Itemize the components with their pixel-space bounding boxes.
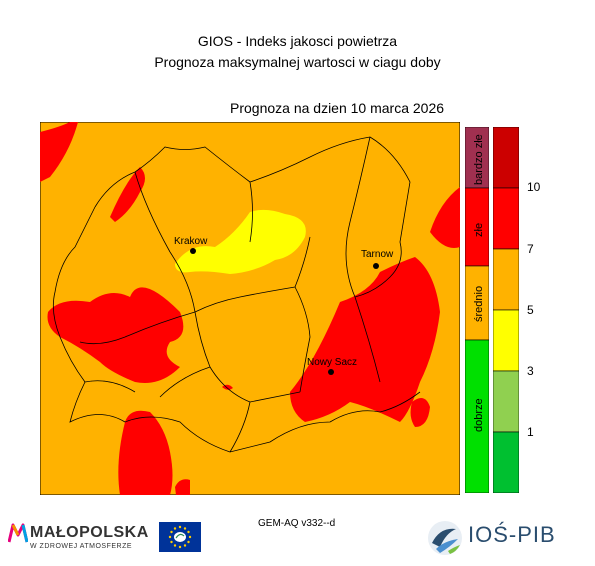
scale-3-5 bbox=[493, 309, 519, 372]
scale-1-3 bbox=[493, 370, 519, 433]
tick-5: 5 bbox=[527, 303, 534, 317]
category-label-very-bad: bardzo złe bbox=[473, 134, 485, 185]
city-marker-nowy-sacz bbox=[328, 369, 334, 375]
category-moderate-swatch bbox=[465, 265, 489, 341]
city-label-tarnow: Tarnow bbox=[361, 249, 394, 260]
category-good-swatch bbox=[465, 339, 489, 493]
red-zone-south bbox=[118, 410, 173, 495]
ios-pib-text: IOŚ-PIB bbox=[468, 522, 556, 547]
scale-7-10 bbox=[493, 187, 519, 250]
red-zone-east bbox=[410, 398, 430, 427]
red-zone-west bbox=[47, 287, 184, 383]
category-label-bad: złe bbox=[473, 223, 485, 237]
category-legend: bardzo złe złe średnio dobrze bbox=[465, 127, 489, 493]
ios-pib-logo-icon bbox=[428, 521, 462, 555]
value-scale-legend bbox=[493, 127, 519, 493]
category-label-moderate: średnio bbox=[473, 286, 485, 322]
forecast-date: Prognoza na dzien 10 marca 2026 bbox=[230, 100, 445, 116]
red-zone-southeast bbox=[290, 257, 440, 422]
forecast-map: Krakow Tarnow Nowy Sacz bbox=[40, 122, 460, 495]
malopolska-logo-icon bbox=[8, 523, 28, 543]
category-label-good: dobrze bbox=[473, 398, 485, 432]
red-zone-north bbox=[110, 167, 145, 222]
tick-1: 1 bbox=[527, 425, 534, 439]
map-subtitle: Prognoza maksymalnej wartosci w ciagu do… bbox=[154, 54, 441, 70]
tick-10: 10 bbox=[527, 180, 541, 194]
city-label-nowy-sacz: Nowy Sacz bbox=[307, 357, 357, 368]
category-bad-swatch bbox=[465, 187, 489, 267]
red-zone-northwest bbox=[40, 122, 78, 182]
scale-5-7 bbox=[493, 248, 519, 311]
scale-10-plus bbox=[493, 127, 519, 189]
city-marker-krakow bbox=[190, 248, 196, 254]
city-label-krakow: Krakow bbox=[174, 236, 208, 247]
tick-3: 3 bbox=[527, 364, 534, 378]
yellow-zone-krakow bbox=[175, 209, 306, 274]
model-version: GEM-AQ v332--d bbox=[258, 518, 336, 529]
scale-0-1 bbox=[493, 431, 519, 493]
malopolska-text: MAŁOPOLSKA bbox=[30, 524, 149, 541]
district-boundaries bbox=[52, 136, 421, 453]
tick-7: 7 bbox=[527, 242, 534, 256]
red-zone-northeast bbox=[430, 187, 460, 248]
city-marker-tarnow bbox=[373, 263, 379, 269]
red-zone-south-small bbox=[175, 479, 190, 495]
eu-life-flag-icon bbox=[159, 522, 201, 552]
malopolska-subtitle: W ZDROWEJ ATMOSFERZE bbox=[30, 543, 133, 550]
map-title: GIOS - Indeks jakosci powietrza bbox=[197, 33, 398, 49]
